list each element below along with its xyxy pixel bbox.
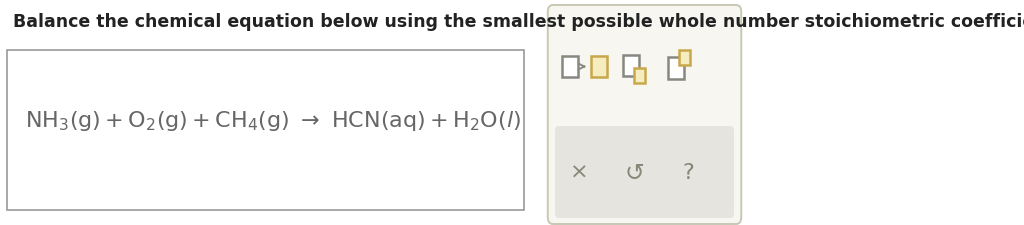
Text: $\mathregular{NH_3(g) + O_2(g) + CH_4(g)\ \rightarrow\ HCN(aq) + H_2O(\it{l})}$: $\mathregular{NH_3(g) + O_2(g) + CH_4(g)… xyxy=(26,108,521,132)
Bar xyxy=(624,56,639,77)
Text: ?: ? xyxy=(682,162,694,182)
Bar xyxy=(679,51,689,66)
FancyBboxPatch shape xyxy=(555,126,734,218)
Text: Balance the chemical equation below using the smallest possible whole number sto: Balance the chemical equation below usin… xyxy=(13,13,1024,31)
Bar xyxy=(668,58,684,80)
FancyBboxPatch shape xyxy=(7,51,523,210)
FancyBboxPatch shape xyxy=(548,6,741,224)
Bar xyxy=(562,57,578,78)
Text: ↺: ↺ xyxy=(625,160,644,184)
Bar xyxy=(592,57,606,78)
Bar xyxy=(634,69,645,84)
Text: ×: × xyxy=(569,162,589,182)
